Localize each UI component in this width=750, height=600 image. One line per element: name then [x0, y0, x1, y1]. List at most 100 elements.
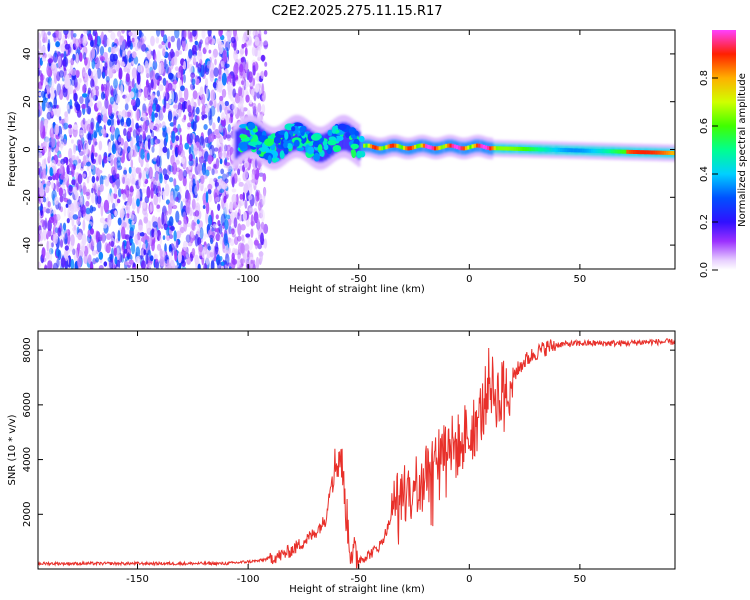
snr-x-axis: -150 -100 -50 0 50 — [126, 331, 586, 585]
noise-speckle — [156, 155, 161, 167]
noise-speckle — [59, 133, 64, 140]
noise-speckle — [144, 140, 148, 151]
noise-speckle — [194, 185, 198, 196]
noise-speckle — [173, 92, 178, 104]
noise-speckle — [87, 229, 91, 238]
noise-speckle — [241, 80, 245, 85]
signal-core-cell — [447, 143, 450, 148]
noise-speckle — [42, 125, 46, 139]
noise-speckle — [75, 191, 79, 201]
noise-speckle — [174, 250, 178, 262]
noise-speckle — [166, 164, 172, 175]
noise-speckle — [97, 169, 103, 174]
signal-core-cell — [568, 148, 572, 153]
noise-speckle — [231, 188, 237, 193]
noise-speckle — [132, 149, 136, 158]
colorbar-gradient — [712, 30, 736, 270]
signal-core-cell — [511, 146, 514, 151]
noise-speckle — [164, 58, 167, 70]
noise-speckle — [77, 232, 83, 241]
noise-speckle — [120, 84, 124, 95]
noise-speckle — [224, 63, 230, 69]
noise-speckle — [86, 237, 90, 243]
noise-speckle — [242, 35, 247, 44]
noise-speckle — [264, 61, 268, 67]
noise-speckle — [245, 94, 250, 103]
noise-speckle — [109, 258, 114, 269]
noise-speckle — [251, 88, 255, 97]
noise-speckle — [85, 95, 89, 108]
signal-core-cell — [504, 146, 508, 151]
noise-speckle — [156, 90, 160, 97]
noise-speckle — [71, 217, 75, 227]
noise-speckle — [138, 238, 142, 249]
noise-speckle — [258, 40, 263, 47]
noise-speckle — [109, 253, 113, 260]
signal-core-cell — [484, 145, 488, 150]
noise-speckle — [197, 263, 201, 269]
noise-speckle — [133, 56, 139, 65]
noise-speckle — [102, 34, 108, 48]
noise-speckle — [53, 96, 57, 109]
noise-speckle — [216, 102, 220, 113]
noise-speckle — [54, 172, 59, 181]
noise-speckle — [120, 38, 126, 51]
noise-speckle — [243, 183, 249, 194]
signal-core-cell — [537, 147, 541, 152]
noise-speckle — [44, 36, 49, 43]
noise-speckle — [234, 94, 241, 104]
noise-speckle — [127, 240, 130, 251]
noise-speckle — [191, 198, 196, 210]
noise-speckle — [231, 228, 235, 235]
noise-speckle — [161, 211, 165, 225]
noise-speckle — [51, 146, 54, 153]
noise-speckle — [196, 219, 200, 225]
spectrogram-x-tick-label: 50 — [574, 274, 587, 285]
noise-speckle — [182, 175, 187, 187]
snr-x-label: Height of straight line (km) — [289, 584, 425, 595]
noise-speckle — [190, 72, 196, 79]
noise-speckle — [215, 169, 218, 174]
signal-core-cell — [489, 146, 492, 151]
signal-core-cell — [429, 145, 432, 150]
noise-speckle — [38, 118, 41, 130]
noise-speckle — [73, 92, 78, 102]
noise-speckle — [94, 57, 100, 70]
signal-band-slice — [360, 139, 364, 153]
noise-speckle — [87, 87, 92, 95]
noise-speckle — [88, 223, 91, 231]
noise-speckle — [118, 136, 122, 143]
noise-speckle — [239, 193, 243, 200]
noise-speckle — [94, 35, 98, 46]
noise-speckle — [130, 146, 133, 157]
noise-speckle — [153, 230, 158, 239]
noise-speckle — [205, 201, 210, 215]
signal-core-cell — [657, 150, 660, 155]
noise-speckle — [42, 228, 47, 241]
noise-speckle — [63, 206, 67, 217]
signal-core-cell — [394, 143, 397, 148]
noise-speckle — [126, 111, 132, 118]
noise-speckle — [227, 247, 231, 255]
noise-speckle — [219, 188, 225, 193]
noise-speckle — [94, 152, 98, 157]
noise-speckle — [38, 152, 43, 159]
noise-speckle — [249, 99, 253, 105]
noise-speckle — [117, 229, 121, 242]
noise-speckle — [83, 253, 88, 265]
noise-speckle — [222, 127, 227, 140]
noise-speckle — [58, 153, 62, 158]
signal-core-cell — [363, 143, 366, 148]
signal-core-cell — [385, 145, 388, 150]
noise-speckle — [87, 132, 92, 146]
noise-speckle — [144, 60, 149, 71]
noise-speckle — [127, 35, 131, 48]
noise-speckle — [221, 88, 227, 98]
noise-speckle — [80, 245, 86, 253]
noise-speckle — [228, 266, 232, 269]
noise-speckle — [161, 121, 166, 129]
noise-speckle — [57, 55, 62, 68]
noise-speckle — [122, 49, 126, 57]
noise-speckle — [69, 105, 73, 110]
noise-speckle — [71, 179, 76, 186]
